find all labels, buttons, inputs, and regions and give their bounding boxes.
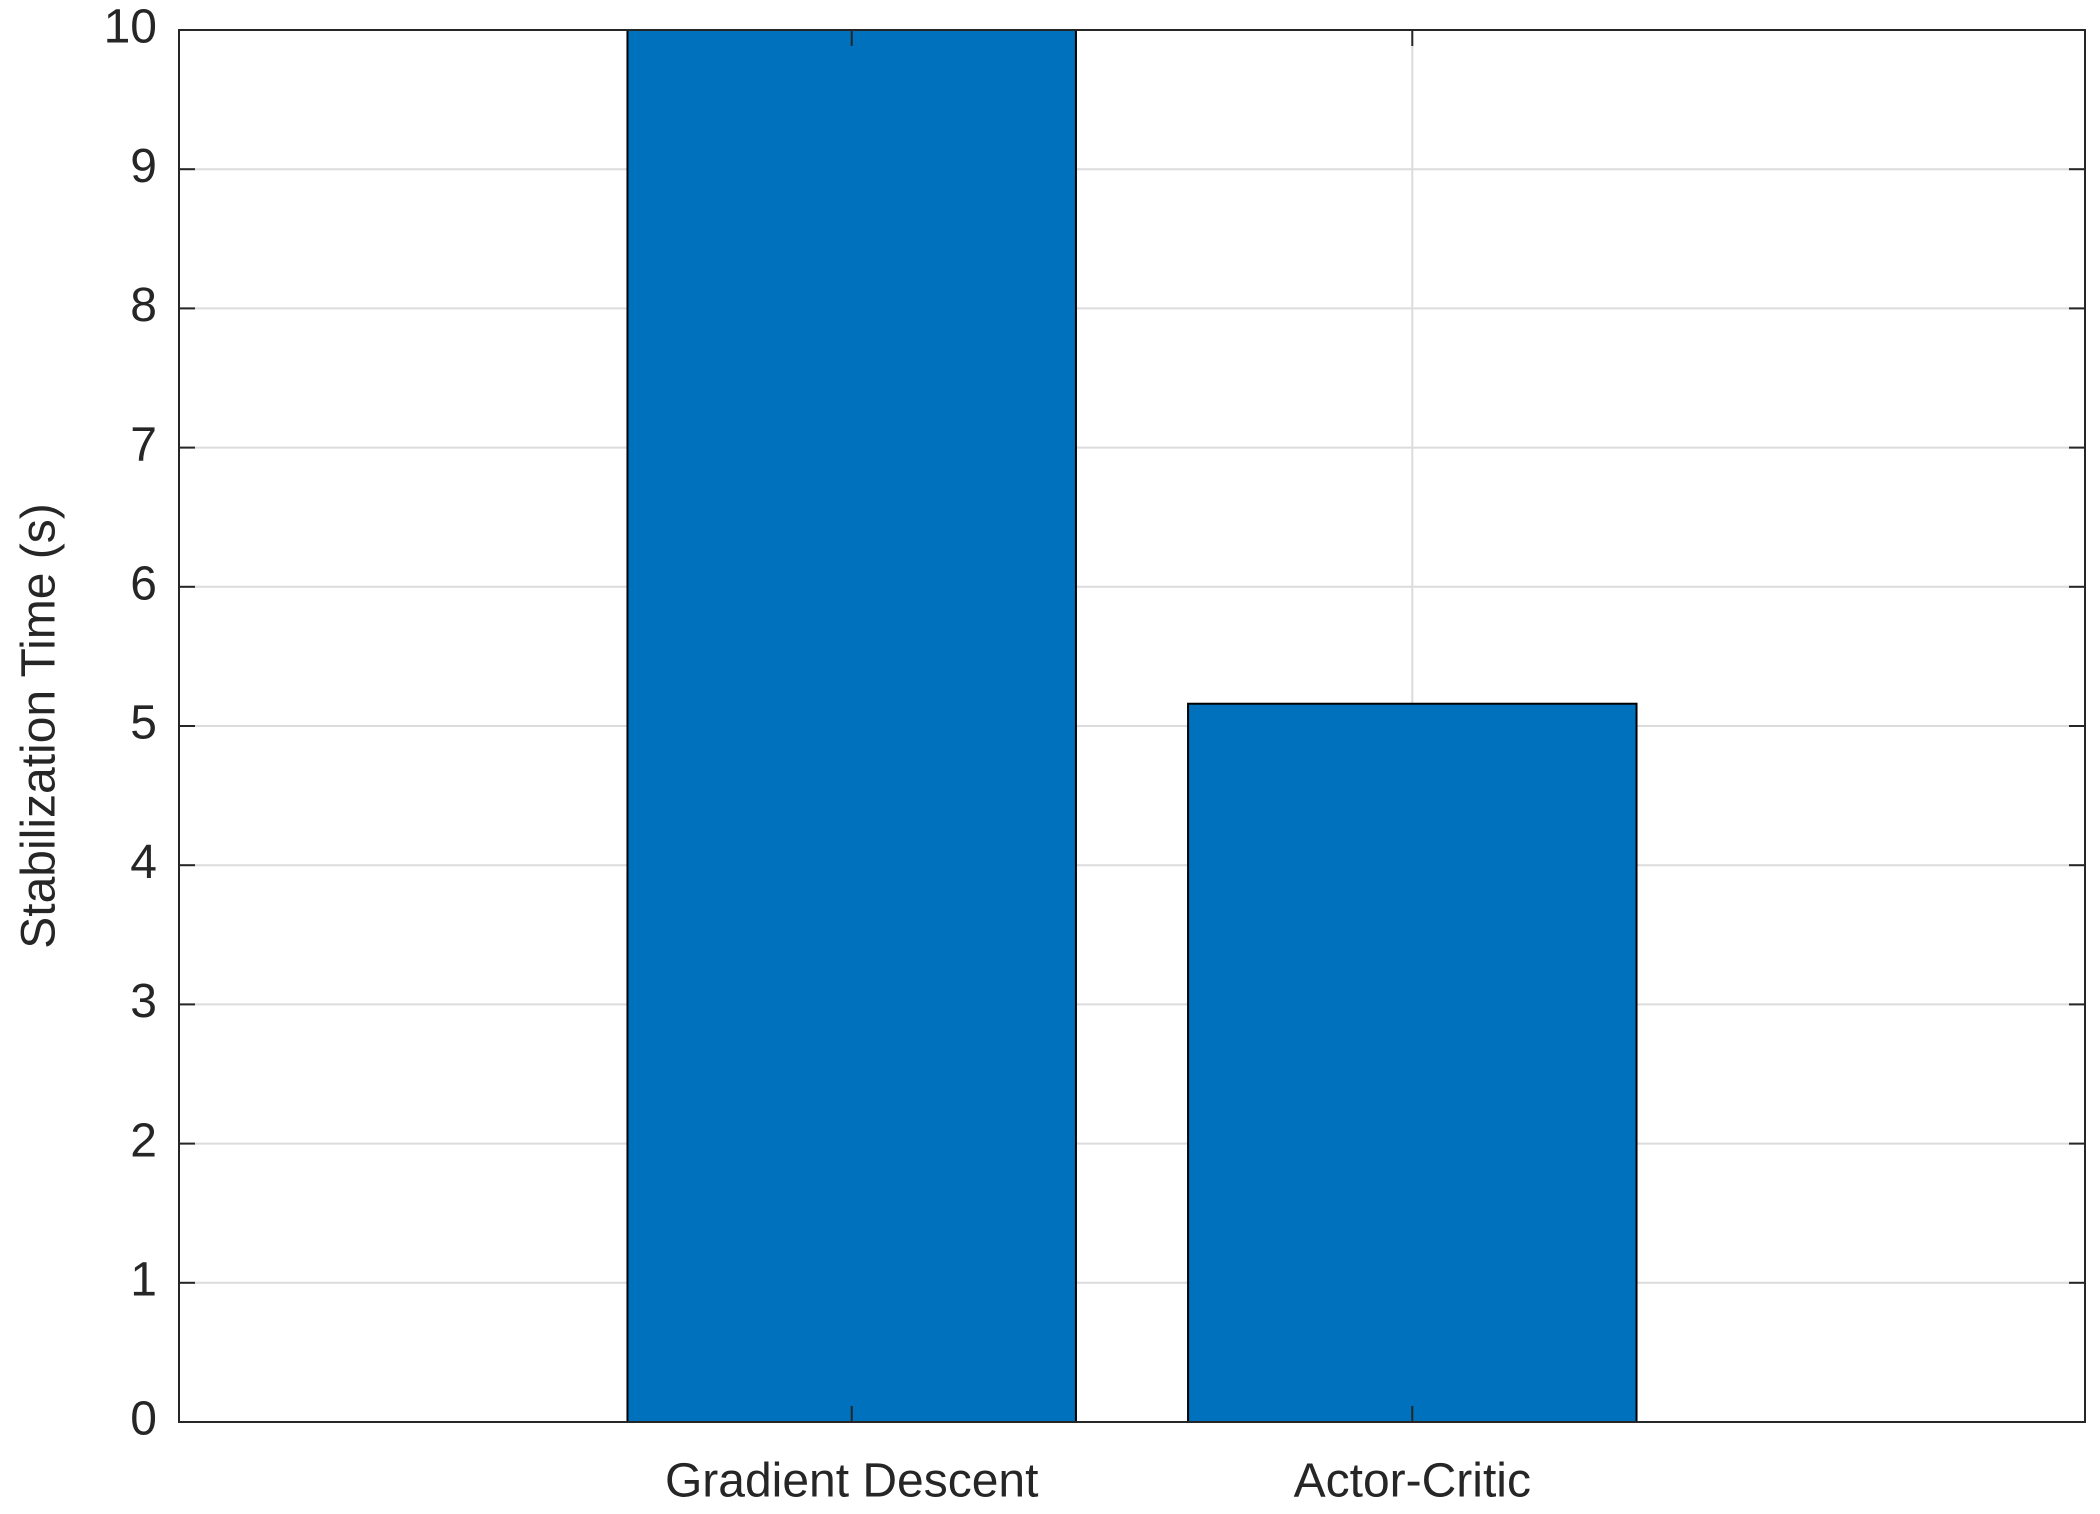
y-tick-label: 8 [130,279,157,332]
y-tick-label: 5 [130,697,157,750]
y-tick-label: 0 [130,1393,157,1446]
y-tick-label: 9 [130,140,157,193]
bar [626,29,1077,1423]
bar [1187,702,1638,1423]
y-tick-label: 6 [130,557,157,610]
y-axis-label: Stabilization Time (s) [13,503,66,948]
y-tick-label: 1 [130,1253,157,1306]
y-tick-label: 10 [104,1,157,54]
y-tick-label: 4 [130,836,157,889]
x-tick-label: Actor-Critic [1294,1455,1531,1508]
y-tick-label: 2 [130,1114,157,1167]
x-tick-label: Gradient Descent [665,1455,1039,1508]
y-tick-label: 7 [130,418,157,471]
y-tick-label: 3 [130,975,157,1028]
